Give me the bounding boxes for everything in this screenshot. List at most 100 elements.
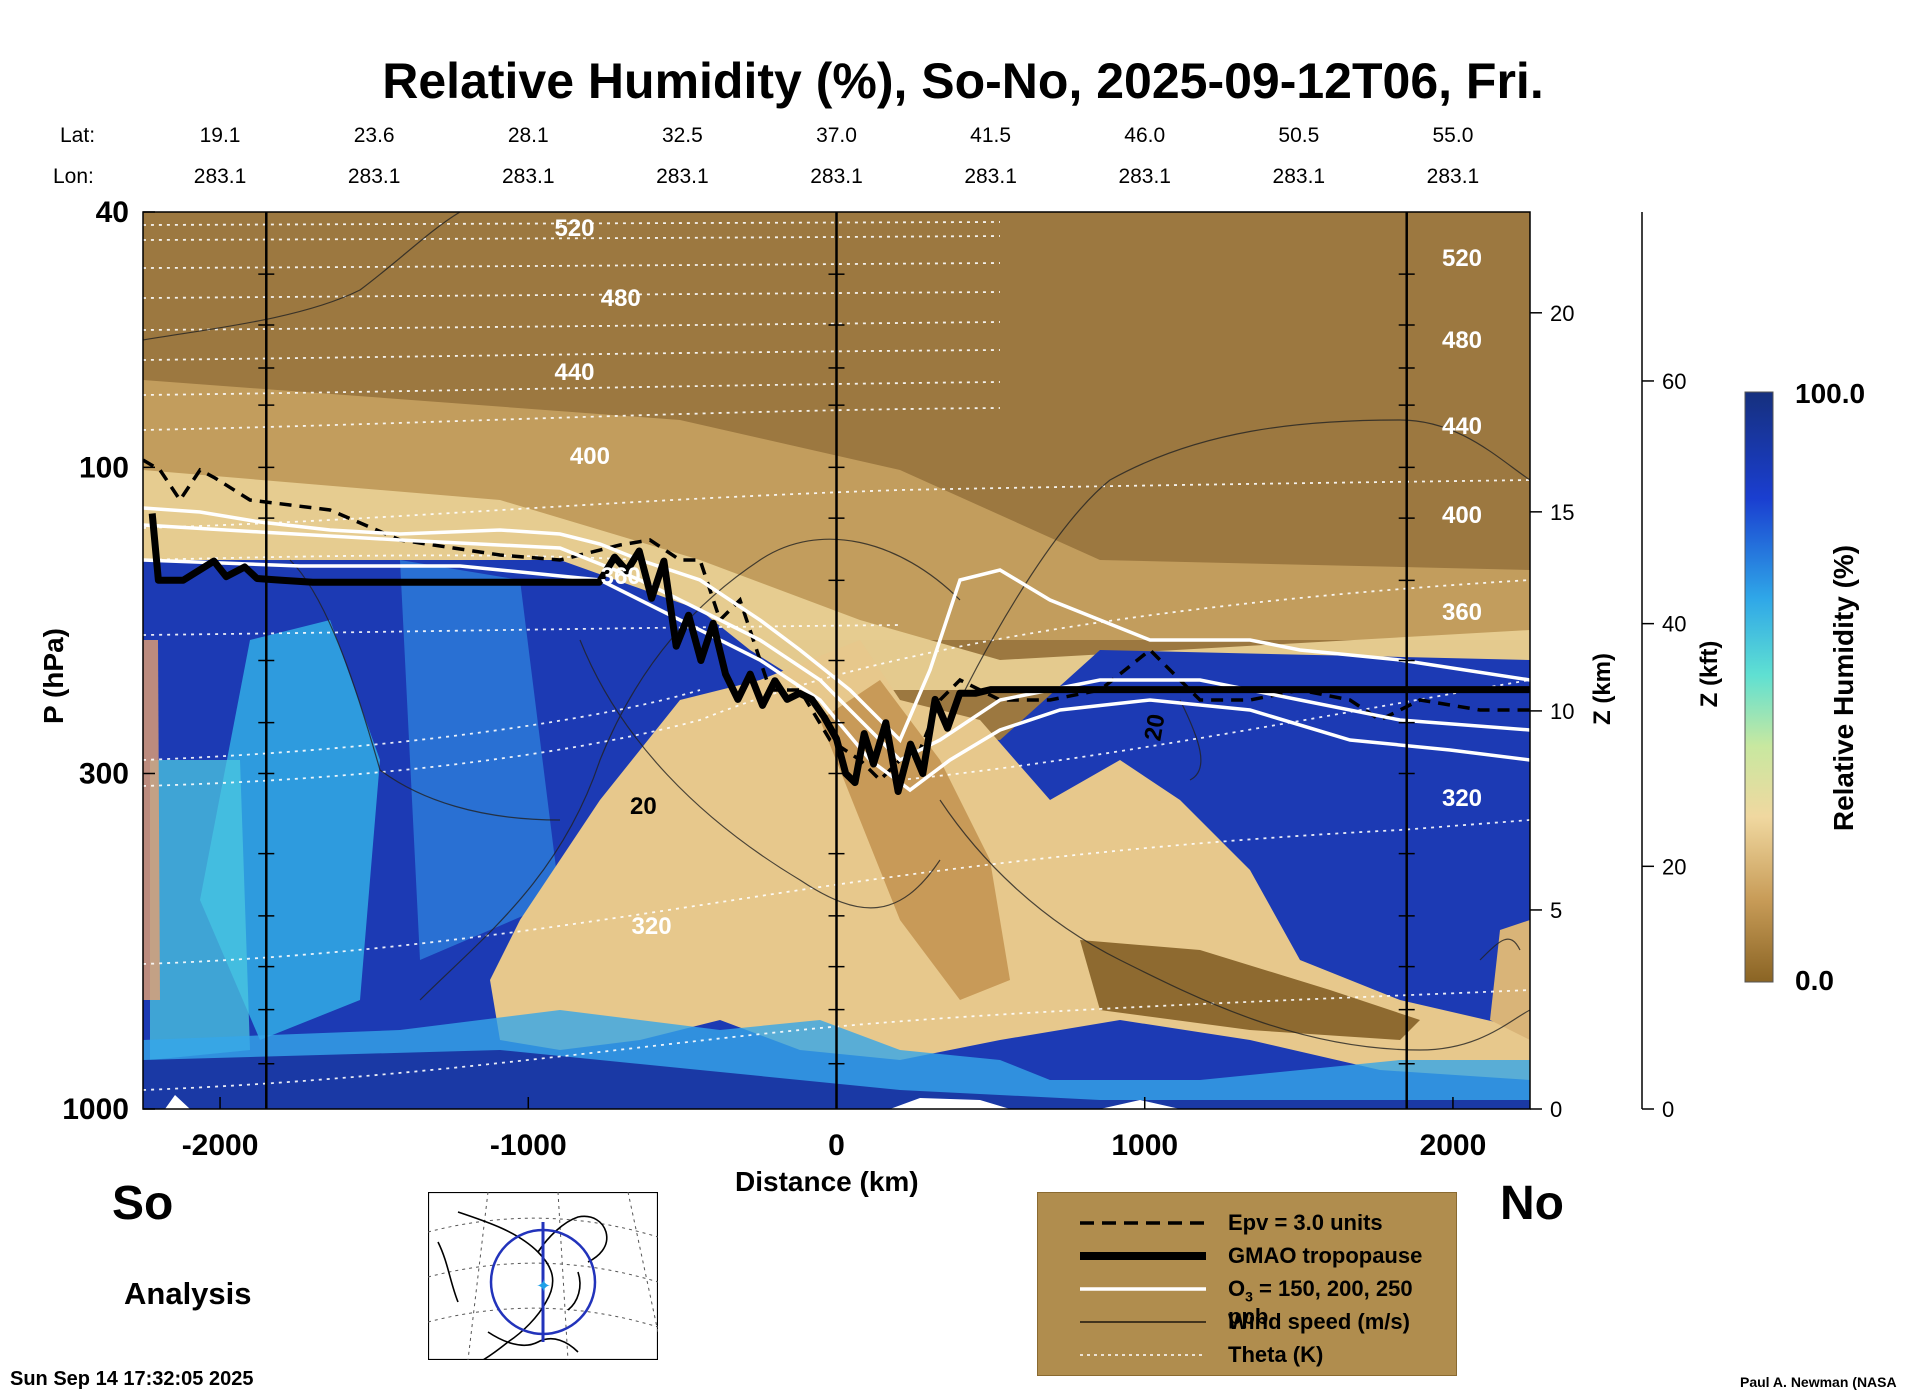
y-tick-label: 40 — [96, 196, 129, 229]
credit: Paul A. Newman (NASA — [1740, 1374, 1897, 1390]
z-kft-tick-label: 60 — [1662, 369, 1686, 394]
x-axis-ticks: -2000 -1000 0 1000 2000 — [182, 1097, 1487, 1162]
wind-speed-contours — [143, 212, 1530, 1051]
legend-tropopause-label: GMAO tropopause — [1228, 1243, 1423, 1268]
terrain-mask — [165, 1095, 190, 1109]
x-tick-label: -1000 — [490, 1129, 567, 1162]
legend-ozone-label: O3 = 150, 200, 250 ppb — [1228, 1276, 1413, 1330]
lon-value: 283.1 — [656, 165, 709, 188]
north-label: No — [1500, 1177, 1564, 1230]
x-axis-title: Distance (km) — [735, 1166, 919, 1197]
lon-value: 283.1 — [501, 165, 555, 188]
z-kft-tick-label: 20 — [1662, 854, 1686, 879]
theta-contour — [143, 321, 1001, 331]
center-star-icon: ✦ — [536, 1276, 551, 1296]
lon-value: 283.1 — [810, 165, 863, 188]
ozone-line — [143, 506, 1530, 744]
cyan-patch — [150, 760, 250, 1060]
boundary-layer — [143, 1050, 1530, 1109]
theta-contour — [143, 349, 1001, 361]
timestamp: Sun Sep 14 17:32:05 2025 — [10, 1368, 254, 1390]
theta-label: 360 — [601, 563, 641, 590]
theta-label-right: 440 — [1442, 413, 1482, 440]
theta-contour — [143, 819, 1530, 965]
lat-value: 37.0 — [816, 124, 857, 147]
theta-label-right: 320 — [1442, 785, 1482, 812]
lat-value: 28.1 — [507, 124, 549, 147]
theta-label: 520 — [554, 215, 594, 242]
tropopause-line — [148, 513, 1530, 795]
legend-epv-label: Epv = 3.0 units — [1228, 1210, 1383, 1235]
theta-label: 400 — [570, 443, 610, 470]
lon-value: 283.1 — [193, 165, 247, 188]
z-km-tick-label: 5 — [1550, 898, 1562, 923]
theta-contour — [143, 689, 701, 761]
colorbar — [1744, 391, 1774, 983]
lat-value: 32.5 — [661, 124, 703, 147]
theta-label: 440 — [554, 359, 594, 386]
x-tick-label: 2000 — [1420, 1129, 1487, 1162]
theta-contour — [143, 381, 1001, 396]
z-kft-tick-label: 40 — [1662, 612, 1686, 637]
terrain-mask — [1100, 1100, 1180, 1109]
wind-label: 20 — [630, 793, 657, 820]
south-label: So — [112, 1177, 174, 1230]
lat-value: 23.6 — [353, 124, 395, 147]
theta-label: 320 — [632, 913, 672, 940]
dry-core — [820, 680, 1010, 1000]
z-km-axis: 0 5 10 15 20 — [1530, 301, 1574, 1122]
theta-label-right: 480 — [1442, 327, 1482, 354]
z-km-tick-label: 20 — [1550, 301, 1574, 326]
chart-title: Relative Humidity (%), So-No, 2025-09-12… — [382, 53, 1544, 109]
z-kft-title: Z (kft) — [1696, 640, 1723, 708]
lat-value: 41.5 — [970, 124, 1012, 147]
z-kft-axis: 0 20 40 60 — [1641, 212, 1686, 1122]
lat-value: 19.1 — [199, 124, 241, 147]
terrain-mask — [890, 1098, 1010, 1109]
theta-label: 480 — [601, 285, 641, 312]
lon-value: 283.1 — [964, 165, 1017, 188]
colorbar-title: Relative Humidity (%) — [1828, 544, 1859, 832]
lon-value: 283.1 — [1426, 165, 1480, 188]
analysis-label: Analysis — [124, 1276, 252, 1311]
dry-tongue — [490, 640, 1530, 1080]
x-tick-label: 0 — [828, 1129, 845, 1162]
y-axis-ticks: 40 100 300 1000 — [62, 196, 155, 1126]
reference-verticals — [258, 212, 1415, 1109]
theta-contour — [143, 579, 1530, 787]
y-tick-label: 100 — [79, 451, 129, 484]
theta-contour — [143, 221, 1001, 226]
theta-contour — [143, 989, 1530, 1091]
legend-theta-label: Theta (K) — [1228, 1342, 1324, 1367]
dry-core — [1080, 940, 1420, 1040]
y-tick-label: 300 — [79, 757, 129, 790]
wind-labels: 20 20 — [630, 712, 1171, 820]
z-km-title: Z (km) — [1589, 653, 1616, 725]
theta-label-right: 520 — [1442, 245, 1482, 272]
z-km-tick-label: 15 — [1550, 500, 1574, 525]
cyan-patch — [400, 560, 560, 960]
z-km-tick-label: 0 — [1550, 1097, 1562, 1122]
legend: Epv = 3.0 units GMAO tropopause O3 = 150… — [1037, 1192, 1457, 1376]
lon-value: 283.1 — [1118, 165, 1171, 188]
legend-wind-label: Wind speed (m/s) — [1228, 1309, 1410, 1334]
lat-value: 55.0 — [1432, 124, 1474, 147]
y-tick-label: 1000 — [62, 1093, 129, 1126]
theta-contour — [143, 262, 1001, 269]
theta-contour — [143, 407, 1001, 431]
lon-value: 283.1 — [1272, 165, 1326, 188]
x-tick-label: 1000 — [1111, 1129, 1178, 1162]
wind-label: 20 — [1139, 712, 1170, 743]
map-inset: ✦ — [428, 1192, 658, 1360]
z-kft-tick-label: 0 — [1662, 1097, 1674, 1122]
edge-strip — [143, 640, 160, 1000]
lat-row-label: Lat: — [60, 124, 96, 147]
theta-contour — [899, 679, 1530, 781]
ozone-line — [143, 558, 1530, 793]
theta-contours — [143, 221, 1530, 1091]
theta-labels: 320 360 400 440 480 520 520 480 440 400 360 320 — [554, 215, 1482, 940]
lat-value: 50.5 — [1278, 124, 1320, 147]
colorbar-min-label: 0.0 — [1795, 965, 1834, 996]
graticule — [428, 1192, 658, 1360]
